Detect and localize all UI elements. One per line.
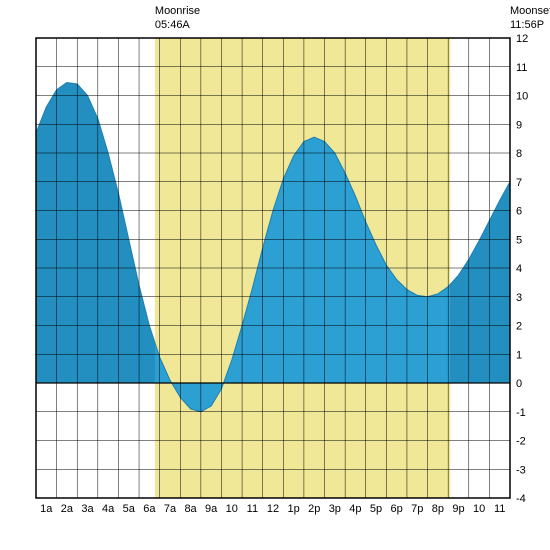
- y-tick-label: -4: [516, 493, 526, 505]
- y-tick-label: 5: [516, 234, 522, 246]
- x-tick-label: 1a: [40, 503, 53, 515]
- y-tick-label: 4: [516, 263, 522, 275]
- x-tick-label: 11: [494, 503, 505, 515]
- x-tick-label: 8p: [432, 503, 444, 515]
- y-tick-label: 7: [516, 177, 522, 189]
- y-tick-label: 3: [516, 292, 522, 304]
- x-tick-label: 8a: [184, 503, 197, 515]
- tide-chart: -4-3-2-101234567891011121a2a3a4a5a6a7a8a…: [0, 0, 550, 550]
- x-tick-label: 2p: [308, 503, 320, 515]
- y-tick-label: 6: [516, 206, 522, 218]
- x-tick-label: 9p: [452, 503, 464, 515]
- x-tick-label: 9a: [205, 503, 218, 515]
- x-tick-label: 4a: [102, 503, 115, 515]
- x-tick-label: 7a: [164, 503, 177, 515]
- x-tick-label: 3p: [329, 503, 341, 515]
- x-tick-label: 11: [247, 503, 258, 515]
- moonset-time: 11:56P: [510, 19, 544, 31]
- moonrise-label: Moonrise: [155, 5, 200, 17]
- y-tick-label: 2: [516, 321, 522, 333]
- y-tick-label: 10: [516, 91, 528, 103]
- x-tick-label: 3a: [81, 503, 94, 515]
- x-tick-label: 2a: [61, 503, 74, 515]
- y-tick-label: -3: [516, 464, 526, 476]
- y-tick-label: 1: [516, 349, 522, 361]
- x-tick-label: 12: [267, 503, 279, 515]
- x-tick-label: 4p: [349, 503, 361, 515]
- y-tick-label: -1: [516, 407, 526, 419]
- x-tick-label: 6p: [391, 503, 403, 515]
- chart-svg: -4-3-2-101234567891011121a2a3a4a5a6a7a8a…: [0, 0, 550, 550]
- y-tick-label: -2: [516, 436, 526, 448]
- y-tick-label: 12: [516, 33, 528, 45]
- x-tick-label: 7p: [411, 503, 423, 515]
- x-tick-label: 6a: [143, 503, 156, 515]
- y-tick-label: 8: [516, 148, 522, 160]
- x-tick-label: 10: [226, 503, 238, 515]
- moonrise-time: 05:46A: [155, 19, 191, 31]
- x-tick-label: 5p: [370, 503, 382, 515]
- x-tick-label: 5a: [123, 503, 136, 515]
- y-tick-label: 11: [516, 62, 527, 74]
- y-tick-label: 9: [516, 119, 522, 131]
- x-tick-label: 10: [473, 503, 485, 515]
- y-tick-label: 0: [516, 378, 522, 390]
- x-tick-label: 1p: [287, 503, 299, 515]
- moonset-label: Moonset: [510, 5, 550, 17]
